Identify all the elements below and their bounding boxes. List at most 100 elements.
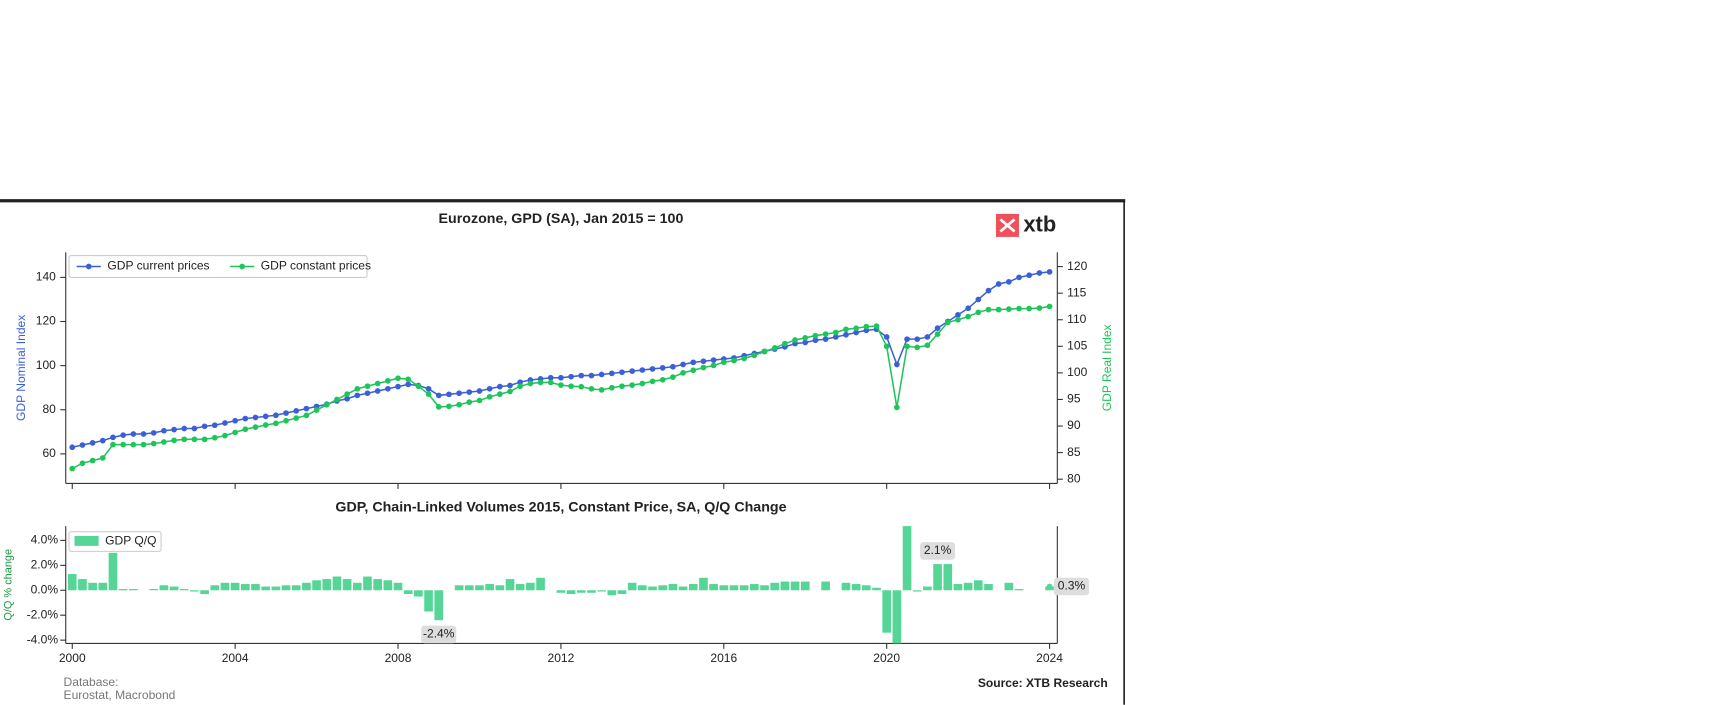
point (547, 374, 554, 381)
point (273, 420, 279, 427)
point (201, 436, 208, 443)
point (670, 374, 676, 380)
point (476, 388, 483, 394)
point (802, 339, 809, 346)
bar (536, 577, 545, 591)
point (252, 414, 259, 421)
y-tick-label: 100 (36, 358, 56, 372)
point (273, 412, 279, 419)
point (446, 403, 452, 410)
bar (200, 590, 209, 595)
source: Source: XTB Research (978, 676, 1108, 690)
point (293, 408, 300, 414)
bar (750, 584, 759, 591)
point (517, 383, 524, 390)
point (425, 385, 432, 392)
bar (841, 582, 851, 591)
bar (251, 584, 260, 591)
point (171, 437, 177, 444)
logo-icon (999, 218, 1016, 233)
point (334, 396, 340, 403)
point (680, 370, 686, 376)
y2-tick-label: 85 (1067, 445, 1081, 459)
y2-axis-label: GDP Real Index (1100, 324, 1114, 411)
point (578, 383, 585, 390)
x-tick-label: 2016 (710, 651, 737, 665)
y-tick-label: 0.0% (31, 582, 59, 596)
point (496, 383, 503, 390)
point (965, 305, 971, 312)
bar (566, 590, 576, 595)
legend-marker (239, 263, 245, 270)
bar (953, 584, 963, 591)
point (405, 376, 412, 383)
bar (984, 584, 993, 591)
point (395, 375, 401, 382)
point (894, 404, 900, 411)
legend-swatch (74, 536, 99, 546)
point (435, 404, 442, 410)
bar (862, 585, 871, 591)
bar (485, 584, 494, 591)
point (435, 392, 442, 399)
y2-tick-label: 105 (1067, 339, 1087, 353)
y-axis-label: Q/Q % change (3, 549, 15, 621)
point (578, 372, 585, 379)
point (1006, 306, 1012, 312)
y-tick-label: 2.0% (31, 558, 59, 572)
point (527, 380, 534, 387)
bar (342, 579, 352, 591)
bar (556, 590, 566, 593)
point (99, 455, 106, 461)
point (262, 413, 269, 420)
x-tick-label: 2000 (59, 651, 86, 665)
bar (678, 586, 688, 591)
point (181, 425, 188, 432)
point (1006, 278, 1012, 285)
point (364, 390, 371, 397)
point (934, 325, 941, 331)
bar (688, 584, 698, 591)
bar (169, 586, 179, 591)
point (985, 287, 992, 294)
point (802, 334, 809, 341)
point (629, 368, 636, 374)
point (812, 332, 819, 339)
bar (505, 579, 515, 591)
bar (190, 590, 199, 592)
legend-box (68, 254, 368, 278)
bar (638, 585, 647, 591)
point (792, 337, 798, 343)
bar (973, 580, 983, 591)
point (150, 430, 157, 436)
point (710, 357, 717, 363)
bar (454, 585, 464, 591)
bar (302, 582, 311, 591)
point (853, 329, 859, 336)
point (690, 367, 697, 374)
point (120, 441, 127, 448)
point (323, 401, 330, 408)
bar (403, 590, 413, 595)
point (486, 385, 493, 392)
bar (607, 590, 617, 596)
bar (1014, 589, 1024, 591)
point (710, 362, 717, 369)
point (588, 385, 595, 392)
point (659, 364, 666, 371)
bar (230, 582, 240, 591)
bar (464, 585, 474, 591)
point (924, 334, 931, 340)
point (944, 319, 951, 326)
point (79, 460, 86, 467)
bar (1004, 582, 1014, 591)
point (303, 412, 310, 419)
bar (851, 584, 861, 591)
bar (882, 590, 892, 633)
point (354, 392, 361, 399)
point (904, 336, 910, 343)
bar (872, 587, 881, 591)
point (283, 417, 289, 424)
point (466, 389, 473, 395)
